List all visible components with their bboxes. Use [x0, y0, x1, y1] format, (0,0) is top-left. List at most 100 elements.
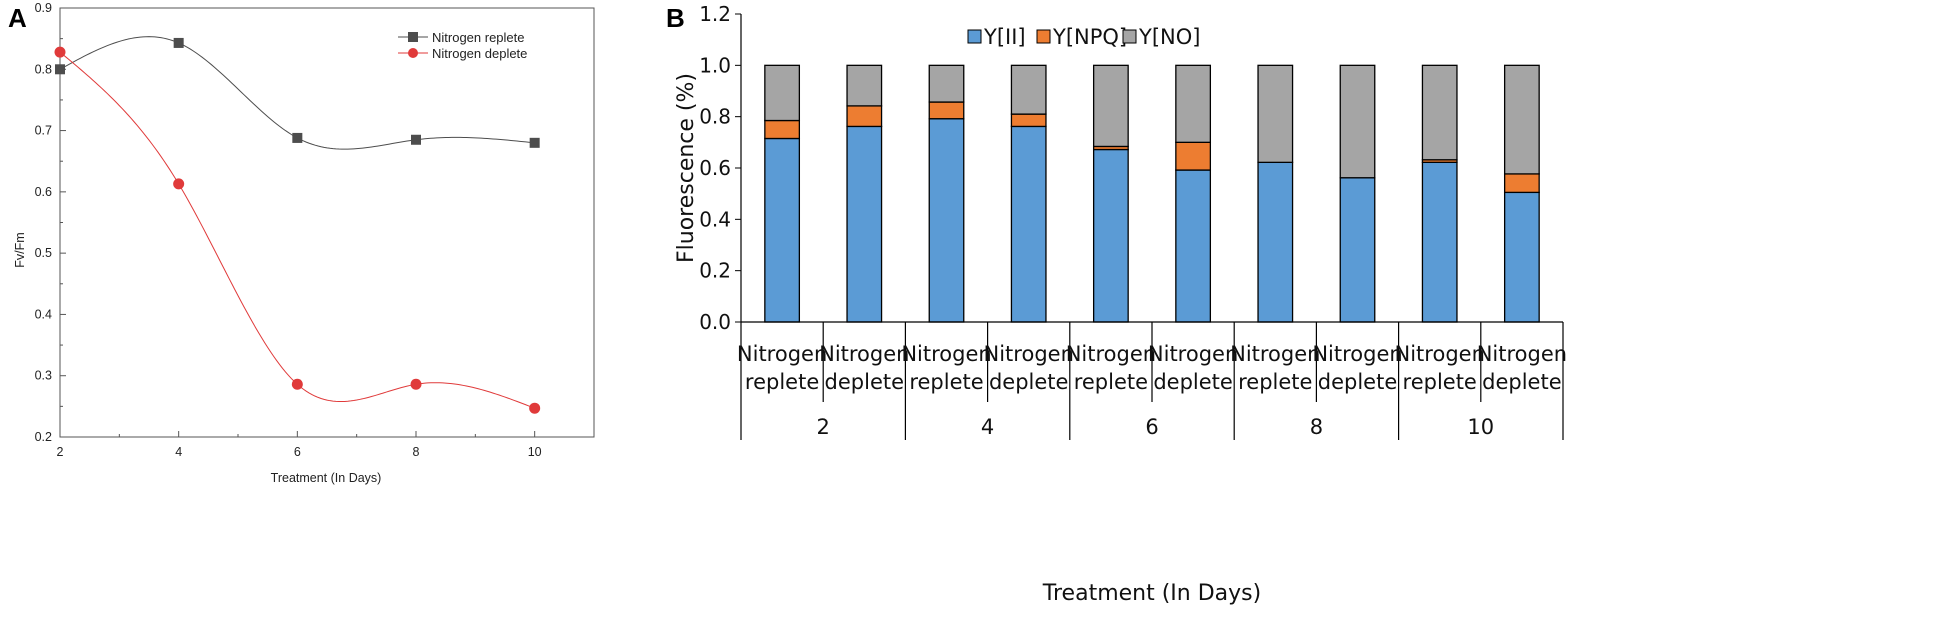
category-label-line1: Nitrogen: [819, 342, 909, 366]
bar-segment-y-ii: [846, 125, 883, 323]
bar-segment-y-ii: [1092, 148, 1129, 323]
circle-marker-icon: [408, 48, 418, 58]
panel-b-legend: Y[II] Y[NPQ] Y[NO]: [967, 25, 1200, 49]
category-label-line2: replete: [1074, 370, 1148, 394]
bar-segment-y-no: [764, 64, 801, 122]
y-tick-label: 0.6: [699, 156, 731, 180]
category-label-line2: replete: [1403, 370, 1477, 394]
category-label-line2: replete: [909, 370, 983, 394]
x-tick-label: 10: [528, 445, 542, 459]
bar-segment-y-no: [1503, 64, 1540, 175]
group-label-day: 10: [1467, 415, 1494, 439]
category-label-line1: Nitrogen: [1477, 342, 1567, 366]
category-label-line2: deplete: [1318, 370, 1398, 394]
panel-a-plot-frame: [59, 7, 595, 438]
legend-label-replete: Nitrogen replete: [432, 30, 525, 45]
y-tick-label: 0.3: [35, 369, 52, 383]
bar-segment-y-no: [1257, 64, 1294, 164]
x-tick-label: 8: [413, 445, 420, 459]
panel-a-letter: A: [8, 3, 27, 33]
bar-segment-y-ii: [1339, 177, 1376, 323]
y-tick-label: 0.4: [35, 307, 52, 321]
bar-segment-y-no: [1421, 64, 1458, 161]
bar-segment-y-ii: [928, 118, 965, 323]
x-tick-label: 4: [175, 445, 182, 459]
square-marker-icon: [408, 32, 418, 42]
y-tick-label: 0.8: [699, 105, 731, 129]
y-tick-label: 0.0: [699, 310, 731, 334]
panel-b-stacked-bar-chart: 0.00.20.40.60.81.01.2 NitrogenrepleteNit…: [674, 2, 1567, 606]
panel-b-bars: [764, 64, 1540, 323]
panel-a-line-chart: 0.2 0.3 0.4 0.5 0.6 0.7 0.8 0.9 2 4 6 8 10 Treatmen…: [13, 1, 595, 485]
panel-b-x-axis: NitrogenrepleteNitrogendepleteNitrogenre…: [737, 321, 1567, 440]
data-point-nitrogen-replete: [55, 64, 65, 75]
category-label-line1: Nitrogen: [1148, 342, 1238, 366]
category-label-line2: replete: [1238, 370, 1312, 394]
legend-label-y-no: Y[NO]: [1138, 25, 1200, 49]
panel-a-series: [54, 36, 541, 414]
data-point-nitrogen-replete: [292, 132, 303, 143]
bar-segment-y-npq: [1010, 113, 1047, 128]
legend-label-y-npq: Y[NPQ]: [1052, 25, 1127, 49]
legend-entry-y-ii: Y[II]: [967, 25, 1026, 49]
bar-segment-y-npq: [764, 119, 801, 140]
y-tick-label: 0.7: [35, 124, 52, 138]
panel-b-letter: B: [666, 3, 685, 33]
y-tick-label: 1.0: [699, 53, 731, 77]
category-label-line2: replete: [745, 370, 819, 394]
bar-segment-y-no: [846, 64, 883, 107]
category-label-line2: deplete: [825, 370, 905, 394]
category-label-line1: Nitrogen: [984, 342, 1074, 366]
bar-segment-y-no: [928, 64, 965, 103]
data-point-nitrogen-replete: [529, 137, 540, 148]
data-point-nitrogen-replete: [173, 37, 184, 48]
y-ii-swatch-icon: [967, 29, 982, 44]
legend-entry-nitrogen-deplete: Nitrogen deplete: [398, 46, 527, 61]
data-point-nitrogen-deplete: [410, 378, 422, 390]
category-label-line1: Nitrogen: [1230, 342, 1320, 366]
bar-segment-y-ii: [1010, 125, 1047, 323]
bar-segment-y-npq: [1175, 141, 1212, 171]
y-tick-label: 0.6: [35, 185, 52, 199]
group-label-day: 4: [981, 415, 994, 439]
panel-a-y-axis-label: Fv/Fm: [13, 232, 27, 267]
bar-segment-y-ii: [1257, 161, 1294, 323]
bar-segment-y-no: [1175, 64, 1212, 143]
legend-label-deplete: Nitrogen deplete: [432, 46, 527, 61]
group-label-day: 6: [1145, 415, 1158, 439]
category-label-line1: Nitrogen: [1066, 342, 1156, 366]
group-label-day: 2: [817, 415, 830, 439]
panel-b-y-axis: 0.0 0.2 0.4 0.6 0.8 1.0 1.2: [699, 2, 742, 334]
legend-entry-y-npq: Y[NPQ]: [1036, 25, 1127, 49]
bar-segment-y-ii: [764, 137, 801, 323]
y-tick-label: 1.2: [699, 2, 731, 26]
data-point-nitrogen-deplete: [529, 402, 541, 414]
category-label-line2: deplete: [1153, 370, 1233, 394]
bar-segment-y-ii: [1175, 169, 1212, 323]
y-tick-label: 0.4: [699, 207, 731, 231]
legend-label-y-ii: Y[II]: [983, 25, 1026, 49]
category-label-line1: Nitrogen: [1395, 342, 1485, 366]
x-tick-label: 2: [57, 445, 64, 459]
y-tick-label: 0.9: [35, 1, 52, 15]
bar-segment-y-ii: [1421, 161, 1458, 323]
group-label-day: 8: [1310, 415, 1323, 439]
panel-b-y-axis-label: Fluorescence (%): [674, 73, 699, 263]
panel-a-x-axis: 2 4 6 8 10: [57, 431, 595, 459]
x-tick-label: 6: [294, 445, 301, 459]
bar-segment-y-no: [1339, 64, 1376, 179]
y-tick-label: 0.5: [35, 246, 52, 260]
category-label-line1: Nitrogen: [1312, 342, 1402, 366]
data-point-nitrogen-deplete: [291, 378, 303, 390]
y-no-swatch-icon: [1122, 29, 1137, 44]
bar-segment-y-npq: [846, 105, 883, 128]
panel-b-x-axis-label: Treatment (In Days): [1042, 581, 1261, 606]
panel-a-x-axis-label: Treatment (In Days): [271, 471, 382, 485]
data-point-nitrogen-deplete: [173, 178, 185, 190]
y-npq-swatch-icon: [1036, 29, 1051, 44]
y-tick-label: 0.2: [699, 259, 731, 283]
y-tick-label: 0.2: [35, 430, 52, 444]
bar-segment-y-no: [1010, 64, 1047, 115]
data-point-nitrogen-deplete: [54, 46, 66, 58]
